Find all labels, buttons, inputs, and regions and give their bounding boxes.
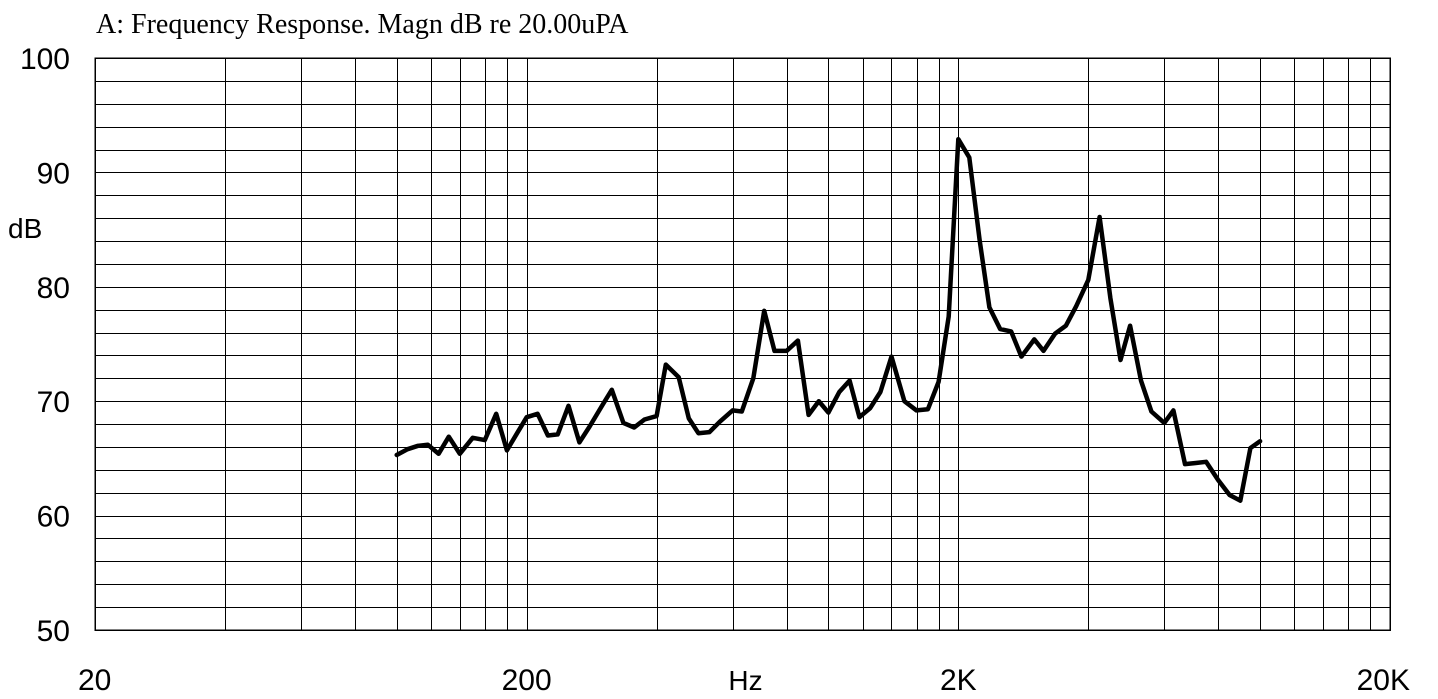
- response-curve: [394, 136, 1263, 503]
- y-tick-label: 50: [37, 615, 70, 648]
- x-axis-label: Hz: [728, 665, 762, 696]
- y-tick-label: 90: [37, 157, 70, 190]
- x-tick-label: 200: [502, 664, 552, 697]
- x-tick-labels: 20 200 2K 20K: [78, 664, 1410, 697]
- x-tick-label: 2K: [940, 664, 977, 697]
- y-tick-label: 80: [37, 272, 70, 305]
- x-tick-label: 20K: [1357, 664, 1410, 697]
- y-axis-label: dB: [8, 213, 42, 244]
- y-tick-label: 60: [37, 501, 70, 534]
- y-tick-label: 100: [20, 43, 70, 76]
- plot-frame: [94, 57, 1391, 631]
- y-tick-label: 70: [37, 386, 70, 419]
- chart-title: A: Frequency Response. Magn dB re 20.00u…: [96, 9, 629, 40]
- grid: [95, 58, 1390, 631]
- x-tick-label: 20: [78, 664, 111, 697]
- y-tick-labels: 100 90 80 70 60 50: [20, 43, 70, 648]
- series-layer: [394, 136, 1263, 503]
